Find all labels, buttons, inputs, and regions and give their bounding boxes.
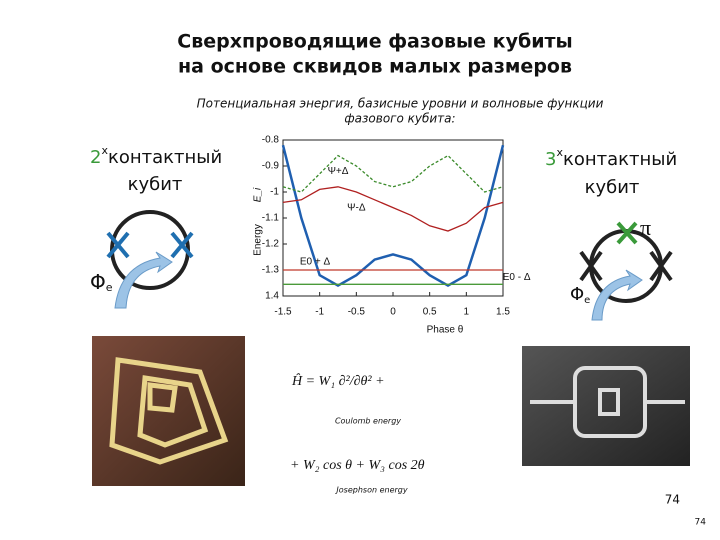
flux: Φ xyxy=(90,270,106,294)
x-tick-label: -1 xyxy=(315,307,324,318)
line-series xyxy=(281,144,505,288)
series-label: E0 - Δ xyxy=(503,272,531,283)
flux-label: Φe xyxy=(570,284,590,306)
photo-structure xyxy=(530,366,685,438)
flux: Φ xyxy=(570,284,584,305)
junction xyxy=(106,231,194,259)
formula-caption: Coulomb energy xyxy=(335,417,401,426)
qubit-number: 3 xyxy=(545,149,556,170)
loop xyxy=(589,229,663,303)
qubit-label: 3хконтактный xyxy=(545,146,677,170)
formula-caption: Josephson energy xyxy=(334,486,407,495)
y-tick-label: -0.8 xyxy=(262,135,280,146)
x-tick-label: 0 xyxy=(390,307,396,318)
subtitle: фазового кубита: xyxy=(344,112,455,126)
title: на основе сквидов малых размеров xyxy=(178,56,572,78)
formula: + W₂ cos θ + W₃ cos 2θ xyxy=(290,458,425,473)
x-tick-label: 1 xyxy=(464,307,470,318)
subtitle: Потенциальная энергия, базисные уровни и… xyxy=(197,97,604,111)
page-number: 74 xyxy=(665,493,680,507)
series-label: Ψ-Δ xyxy=(347,203,366,214)
qubit-text: кубит xyxy=(128,174,183,195)
photo-structure xyxy=(109,357,229,465)
flux-label: Φe xyxy=(90,270,113,295)
flux-sub: e xyxy=(106,281,113,294)
y-tick-label: -1.1 xyxy=(262,213,280,224)
y-tick-label: -0.9 xyxy=(262,161,280,172)
y-axis-symbol: E_i xyxy=(253,187,264,202)
phase-label: π xyxy=(640,215,651,240)
qubit-sup: х xyxy=(101,144,108,157)
x-tick-label: -1.5 xyxy=(274,307,292,318)
formula: Ĥ = W₁ ∂²/∂θ² + xyxy=(291,372,385,389)
plot-frame xyxy=(282,139,504,297)
series-label: Ψ+Δ xyxy=(328,166,349,177)
y-tick-label: 1.4 xyxy=(265,291,279,302)
y-axis-label: Energy xyxy=(253,224,264,256)
x-tick-label: -0.5 xyxy=(348,307,366,318)
photo xyxy=(522,346,690,466)
title: Сверхпроводящие фазовые кубиты xyxy=(177,31,572,53)
qubit-label: 2хконтактный xyxy=(90,144,222,168)
flux-arrow xyxy=(591,269,643,321)
y-tick-label: -1 xyxy=(270,187,279,198)
y-tick-label: -1.2 xyxy=(262,239,280,250)
flux-sub: e xyxy=(584,295,590,306)
x-axis-label: Phase θ xyxy=(427,325,464,336)
line-series xyxy=(282,186,504,232)
y-tick-label: -1.3 xyxy=(262,265,280,276)
plot: -0.8 -0.9 -1 -1.1 -1.2 -1.3 1.4 -1.5 -1 -0.5 0 0.5 1… xyxy=(253,135,531,336)
qubit-text: контактный xyxy=(108,147,222,168)
x-tick-label: 0.5 xyxy=(423,307,437,318)
junction xyxy=(616,221,638,245)
flux-arrow xyxy=(114,251,173,309)
qubit-sup: х xyxy=(556,146,563,159)
qubit-text: кубит xyxy=(585,177,640,198)
qubit-text: контактный xyxy=(563,149,677,170)
footer-number: 74 xyxy=(695,518,707,528)
qubit-number: 2 xyxy=(90,147,101,168)
x-tick-label: 1.5 xyxy=(496,307,510,318)
series-label: E0 + Δ xyxy=(300,257,331,268)
junction xyxy=(579,250,673,282)
